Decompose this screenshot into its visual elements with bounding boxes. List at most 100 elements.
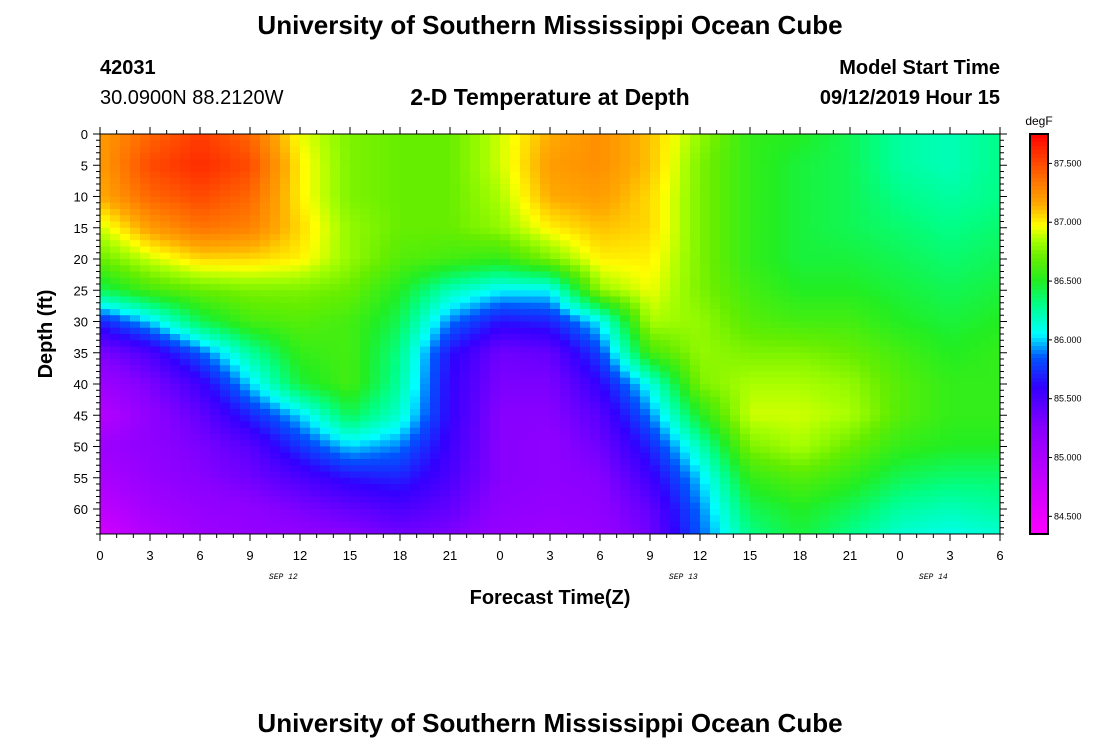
heatmap-cell (340, 377, 351, 385)
heatmap-cell (860, 227, 871, 235)
heatmap-cell (960, 202, 971, 210)
heatmap-cell (430, 259, 441, 266)
heatmap-cell (120, 427, 131, 435)
heatmap-cell (890, 390, 901, 398)
heatmap-cell (590, 365, 601, 373)
heatmap-cell (730, 146, 741, 154)
heatmap-cell (750, 196, 761, 204)
heatmap-cell (790, 171, 801, 179)
heatmap-cell (230, 271, 241, 279)
heatmap-cell (920, 340, 931, 348)
heatmap-cell (950, 190, 961, 198)
heatmap-cell (530, 202, 541, 210)
heatmap-cell (430, 427, 441, 435)
heatmap-cell (660, 427, 671, 435)
heatmap-cell (800, 421, 811, 429)
heatmap-cell (740, 246, 751, 254)
heatmap-cell (120, 265, 131, 273)
heatmap-cell (390, 271, 401, 279)
heatmap-cell (220, 234, 231, 241)
heatmap-cell (960, 177, 971, 185)
heatmap-cell (830, 459, 841, 466)
heatmap-cell (730, 209, 741, 216)
heatmap-cell (490, 477, 501, 485)
heatmap-cell (270, 227, 281, 235)
heatmap-cell (480, 415, 491, 423)
heatmap-cell (400, 465, 411, 473)
heatmap-cell (470, 190, 481, 198)
heatmap-cell (190, 340, 201, 348)
heatmap-cell (790, 265, 801, 273)
heatmap-cell (560, 315, 571, 323)
heatmap-cell (340, 409, 351, 416)
heatmap-cell (550, 240, 561, 248)
heatmap-cell (540, 209, 551, 216)
heatmap-cell (220, 277, 231, 285)
heatmap-cell (120, 134, 131, 141)
heatmap-cell (990, 221, 1000, 229)
heatmap-cell (880, 209, 891, 216)
heatmap-cell (200, 202, 211, 210)
heatmap-cell (800, 284, 811, 291)
heatmap-cell (970, 215, 981, 223)
heatmap-cell (840, 434, 851, 441)
heatmap-cell (220, 171, 231, 179)
heatmap-cell (850, 440, 861, 448)
heatmap-cell (470, 334, 481, 341)
heatmap-cell (970, 446, 981, 454)
heatmap-cell (920, 309, 931, 316)
heatmap-cell (440, 434, 451, 441)
heatmap-cell (600, 471, 611, 479)
heatmap-cell (330, 277, 341, 285)
heatmap-cell (260, 377, 271, 385)
heatmap-cell (130, 340, 141, 348)
heatmap-cell (240, 190, 251, 198)
heatmap-cell (320, 171, 331, 179)
heatmap-cell (190, 421, 201, 429)
heatmap-cell (650, 340, 661, 348)
heatmap-cell (460, 234, 471, 241)
heatmap-cell (700, 402, 711, 410)
heatmap-cell (990, 334, 1000, 341)
heatmap-cell (590, 452, 601, 460)
heatmap-cell (460, 327, 471, 335)
heatmap-cell (410, 459, 421, 466)
heatmap-cell (470, 377, 481, 385)
heatmap-cell (150, 346, 161, 354)
heatmap-cell (600, 252, 611, 260)
heatmap-cell (780, 334, 791, 341)
heatmap-cell (700, 371, 711, 379)
heatmap-cell (260, 202, 271, 210)
heatmap-cell (240, 384, 251, 391)
heatmap-cell (920, 334, 931, 341)
heatmap-cell (510, 340, 521, 348)
heatmap-cell (320, 221, 331, 229)
heatmap-cell (400, 446, 411, 454)
heatmap-cell (810, 177, 821, 185)
heatmap-cell (290, 234, 301, 241)
heatmap-cell (260, 134, 271, 141)
heatmap-cell (380, 240, 391, 248)
heatmap-cell (210, 452, 221, 460)
heatmap-cell (680, 177, 691, 185)
heatmap-cell (460, 134, 471, 141)
heatmap-cell (750, 315, 761, 323)
heatmap-cell (300, 309, 311, 316)
heatmap-cell (500, 334, 511, 341)
heatmap-cell (170, 465, 181, 473)
heatmap-cell (210, 227, 221, 235)
heatmap-cell (870, 265, 881, 273)
heatmap-cell (370, 271, 381, 279)
heatmap-cell (680, 427, 691, 435)
heatmap-cell (410, 346, 421, 354)
heatmap-cell (960, 234, 971, 241)
heatmap-cell (500, 396, 511, 404)
heatmap-cell (410, 196, 421, 204)
heatmap-cell (930, 446, 941, 454)
heatmap-cell (730, 227, 741, 235)
heatmap-cell (760, 396, 771, 404)
heatmap-cell (690, 202, 701, 210)
heatmap-cell (750, 440, 761, 448)
heatmap-cell (910, 196, 921, 204)
heatmap-cell (720, 284, 731, 291)
